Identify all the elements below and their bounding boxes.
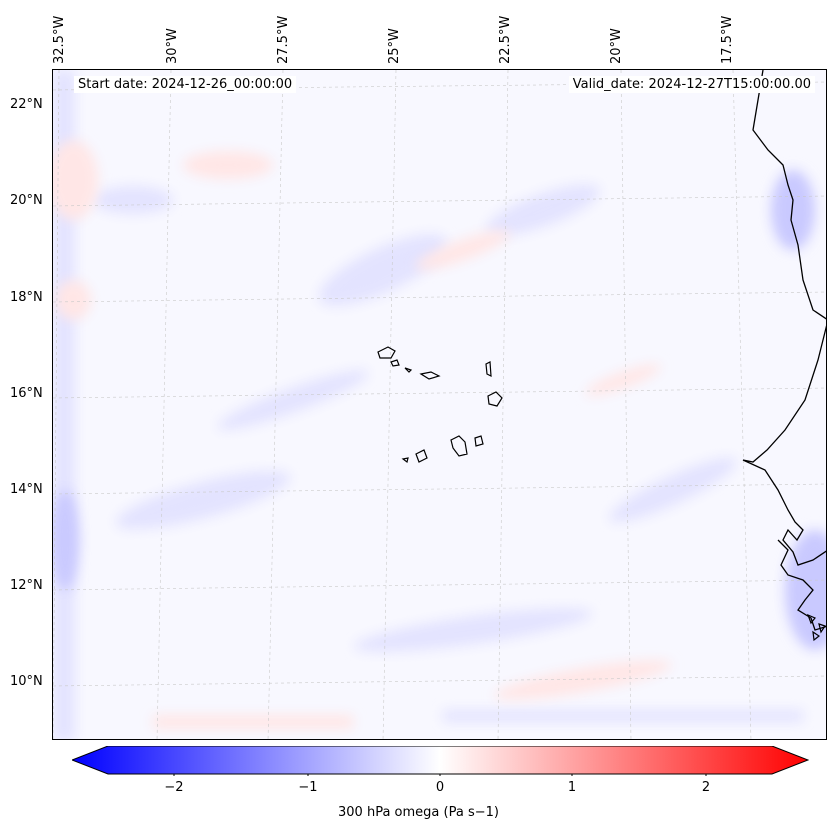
lat-label-22n: 22°N — [10, 97, 43, 112]
colorbar-tick-neg2: −2 — [164, 780, 184, 795]
colorbar — [72, 746, 809, 776]
lat-label-20n: 20°N — [10, 193, 43, 208]
colorbar-label: 300 hPa omega (Pa s−1) — [338, 805, 499, 820]
lat-label-12n: 12°N — [10, 578, 43, 593]
colorbar-tick-1: 1 — [567, 780, 577, 795]
start-date-label: Start date: 2024-12-26_00:00:00 — [74, 76, 297, 93]
valid-date-label: Valid_date: 2024-12-27T15:00:00.00 — [568, 76, 815, 93]
lat-label-14n: 14°N — [10, 482, 43, 497]
cape-verde-islands — [377, 346, 503, 464]
lat-label-16n: 16°N — [10, 386, 43, 401]
lon-label-30w: 30°W — [165, 28, 180, 64]
strong-negative-patches — [53, 170, 826, 650]
bijagos-islands — [806, 613, 826, 642]
lon-label-32-5w: 32.5°W — [52, 15, 67, 64]
west-africa-coastline — [742, 70, 826, 566]
map-panel — [52, 69, 827, 740]
colorbar-tick-0: 0 — [435, 780, 445, 795]
colorbar-tick-2: 2 — [701, 780, 711, 795]
lon-label-17-5w: 17.5°W — [720, 15, 735, 64]
lat-label-10n: 10°N — [10, 674, 43, 689]
lon-label-27-5w: 27.5°W — [276, 15, 291, 64]
colorbar-tick-neg1: −1 — [298, 780, 318, 795]
lon-label-22-5w: 22.5°W — [498, 15, 513, 64]
lon-label-25w: 25°W — [387, 28, 402, 64]
lon-label-20w: 20°W — [609, 28, 624, 64]
omega-field-map — [53, 70, 826, 739]
colorbar-bar — [72, 746, 809, 775]
positive-omega-patches — [53, 140, 672, 729]
lat-label-18n: 18°N — [10, 290, 43, 305]
colorbar-ticks — [173, 774, 707, 776]
graticule-lines — [53, 70, 826, 739]
